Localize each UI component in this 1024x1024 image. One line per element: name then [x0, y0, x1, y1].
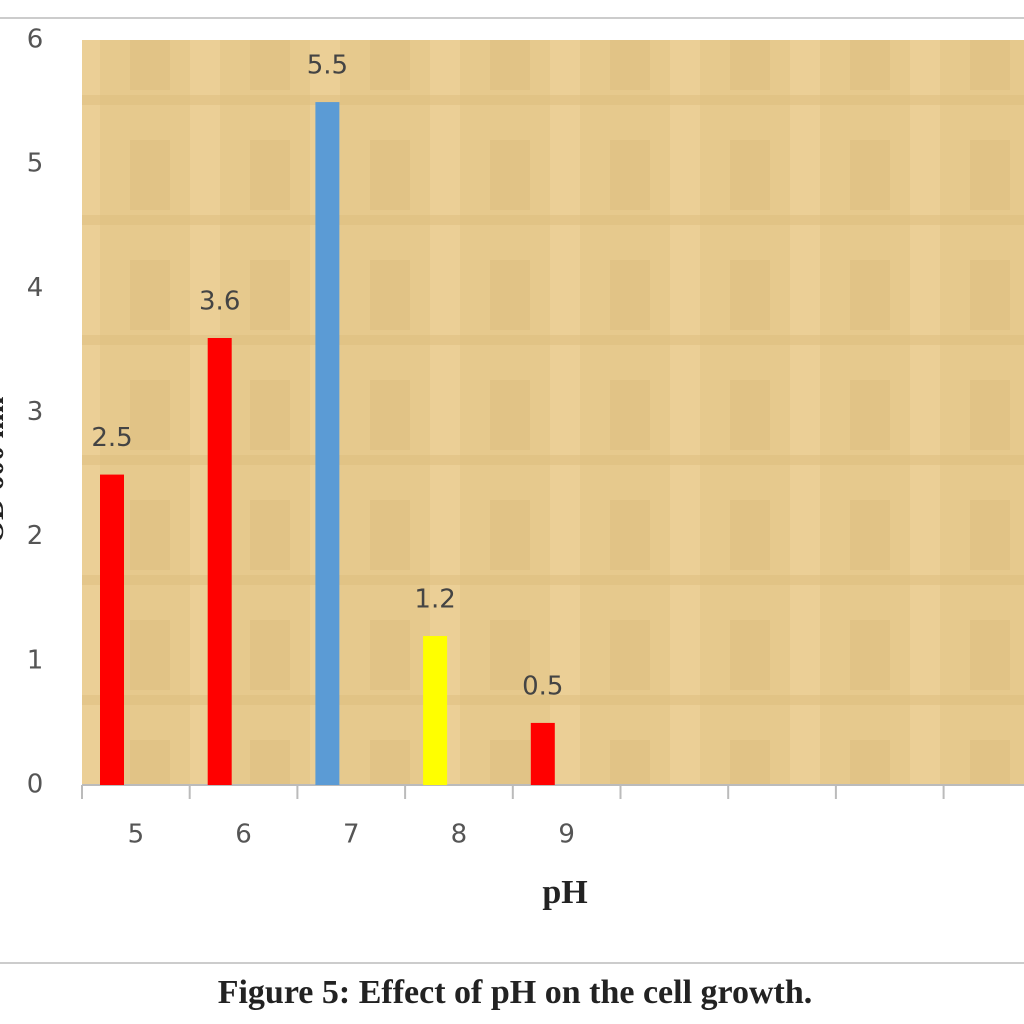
y-tick-label: 5 [27, 149, 44, 179]
y-axis-label: OD 600 nm [0, 397, 10, 544]
x-tick-label: 8 [451, 820, 468, 850]
y-tick-label: 1 [27, 645, 44, 675]
chart-title: Figure 5: Effect of pH on the cell growt… [218, 974, 813, 1011]
y-tick-label: 2 [27, 521, 44, 551]
bar [315, 102, 340, 786]
bar [530, 722, 555, 785]
value-label: 3.6 [199, 287, 240, 317]
value-label: 1.2 [414, 585, 455, 615]
x-axis-label: pH [542, 874, 587, 911]
bar [423, 636, 448, 785]
value-label: 2.5 [91, 423, 132, 453]
x-tick-label: 7 [343, 820, 360, 850]
bar [100, 474, 124, 785]
y-tick-label: 4 [27, 273, 44, 303]
plot-background [82, 40, 1024, 785]
x-tick-label: 5 [128, 820, 145, 850]
y-tick-label: 6 [27, 25, 44, 55]
value-label: 5.5 [307, 51, 348, 81]
bar [207, 338, 232, 785]
x-tick-label: 9 [558, 820, 575, 850]
value-label: 0.5 [522, 671, 563, 701]
y-tick-label: 3 [27, 397, 44, 427]
x-tick-label: 6 [235, 820, 252, 850]
y-tick-label: 0 [27, 770, 44, 800]
